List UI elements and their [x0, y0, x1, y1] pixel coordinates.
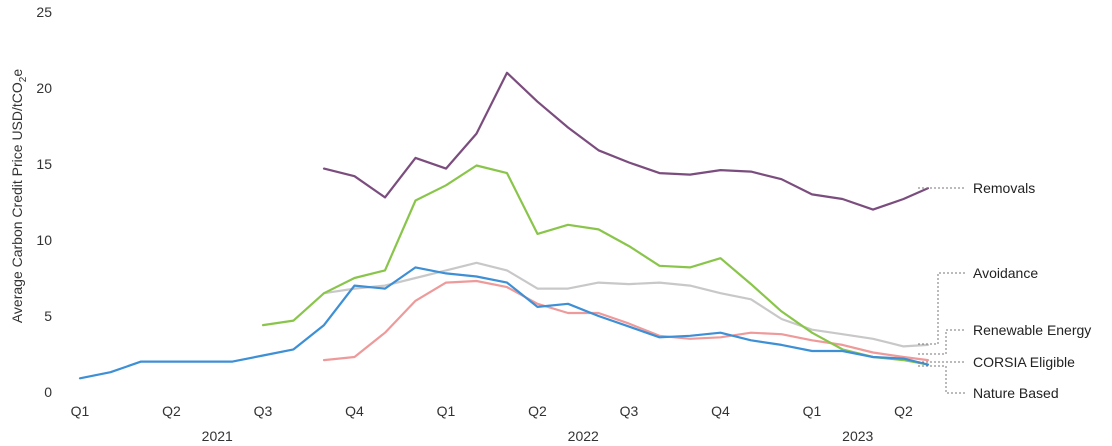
y-tick-label: 20: [36, 80, 52, 96]
series-lines: [78, 71, 929, 380]
x-tick-label: Q1: [803, 403, 822, 419]
y-axis-title: Average Carbon Credit Price USD/tCO2e: [9, 69, 29, 324]
x-tick-labels: Q1 Q2 Q3 Q4 Q1 Q2 Q3 Q4 Q1 Q2: [71, 403, 913, 419]
x-tick-label: Q2: [528, 403, 547, 419]
series-line-nature-based: [78, 266, 929, 380]
series-line-removals: [322, 71, 929, 211]
legend-label: Nature Based: [973, 385, 1059, 401]
series-line-avoidance: [322, 261, 929, 348]
x-tick-label: Q3: [620, 403, 639, 419]
x-tick-label: Q4: [711, 403, 730, 419]
legend-leader-line: [918, 365, 966, 394]
x-tick-label: Q2: [894, 403, 913, 419]
y-tick-labels: 0 5 10 15 20 25: [36, 4, 52, 400]
y-tick-label: 15: [36, 156, 52, 172]
x-tick-label: Q1: [71, 403, 90, 419]
legend-label: CORSIA Eligible: [973, 354, 1075, 370]
y-axis-title-tail: e: [9, 69, 25, 77]
y-tick-label: 5: [44, 308, 52, 324]
x-year-label: 2023: [842, 428, 873, 444]
x-year-label: 2021: [202, 428, 233, 444]
y-tick-label: 0: [44, 384, 52, 400]
legend-label: Removals: [973, 180, 1035, 196]
legend-leader-line: [918, 329, 966, 355]
series-line-renewable-energy: [322, 279, 929, 362]
x-tick-label: Q2: [162, 403, 181, 419]
y-axis-title-sub: 2: [18, 76, 29, 82]
legend-label: Avoidance: [973, 265, 1038, 281]
x-tick-label: Q4: [345, 403, 364, 419]
x-tick-label: Q3: [254, 403, 273, 419]
legend: Removals Avoidance Renewable Energy CORSIA …: [918, 180, 1091, 401]
legend-label: Renewable Energy: [973, 322, 1091, 338]
legend-leader-line: [918, 272, 966, 345]
x-tick-label: Q1: [437, 403, 456, 419]
y-tick-label: 25: [36, 4, 52, 20]
y-axis-title-main: Average Carbon Credit Price USD/tCO: [9, 82, 25, 323]
x-year-label: 2022: [568, 428, 599, 444]
x-year-labels: 2021 2022 2023: [202, 428, 874, 444]
series-line-corsia-eligible: [261, 164, 929, 366]
y-tick-label: 10: [36, 232, 52, 248]
